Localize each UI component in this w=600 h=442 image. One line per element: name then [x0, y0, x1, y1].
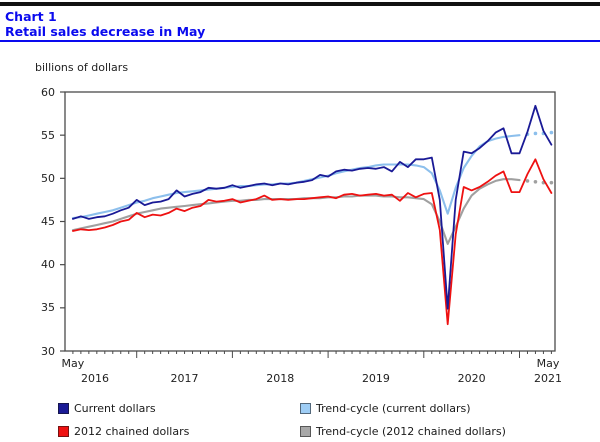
x-axis-year-label: 2019	[361, 372, 390, 385]
y-axis-tick-label: 50	[41, 171, 55, 185]
legend-swatch-trend-current	[300, 403, 311, 414]
x-axis-year-label: 2017	[170, 372, 199, 385]
series-line-current-dollars	[72, 104, 553, 310]
x-axis-end-month-label: May	[536, 357, 560, 370]
x-axis-year-label: 2021	[534, 372, 562, 385]
series-line-trend-cycle-current-dollars-forecast-dot	[549, 130, 554, 135]
legend-swatch-current-dollars	[58, 403, 69, 414]
x-axis-year-label: 2016	[81, 372, 109, 385]
y-axis-tick-label: 30	[41, 344, 55, 358]
y-axis-tick-label: 45	[41, 215, 55, 228]
legend-label: Trend-cycle (2012 chained dollars)	[316, 425, 506, 438]
y-axis-tick-label: 35	[41, 301, 55, 315]
y-axis-unit-label: billions of dollars	[35, 61, 129, 74]
title-underline-rule	[0, 40, 600, 42]
chart-number-label: Chart 1	[5, 9, 57, 24]
page-title: Retail sales decrease in May	[5, 24, 206, 39]
legend-label: 2012 chained dollars	[74, 425, 190, 438]
page-top-rule	[0, 2, 600, 6]
plot-border	[64, 91, 556, 352]
series-line-trend-cycle-2012-chained-dollars-forecast-dot	[549, 180, 554, 185]
legend-label: Trend-cycle (current dollars)	[316, 402, 471, 415]
x-axis-start-month-label: May	[61, 357, 85, 370]
series-line-trend-cycle-2012-chained-dollars-forecast-dot	[533, 179, 538, 184]
y-axis-tick-label: 60	[41, 85, 55, 99]
legend-label: Current dollars	[74, 402, 156, 415]
y-axis-tick-label: 40	[41, 258, 55, 272]
y-axis-tick-label: 55	[41, 128, 55, 142]
series-line-2012-chained-dollars	[72, 158, 553, 326]
series-line-trend-cycle-current-dollars-forecast-dot	[533, 131, 538, 136]
chart-header: Chart 1 Retail sales decrease in May	[5, 9, 595, 39]
legend-swatch-trend-chained	[300, 426, 311, 437]
x-axis-year-label: 2018	[266, 372, 295, 385]
series-line-trend-cycle-current-dollars	[71, 134, 521, 220]
legend-swatch-chained-dollars	[58, 426, 69, 437]
series-line-trend-cycle-2012-chained-dollars-forecast-dot	[525, 179, 530, 183]
x-axis-year-label: 2020	[457, 372, 486, 385]
